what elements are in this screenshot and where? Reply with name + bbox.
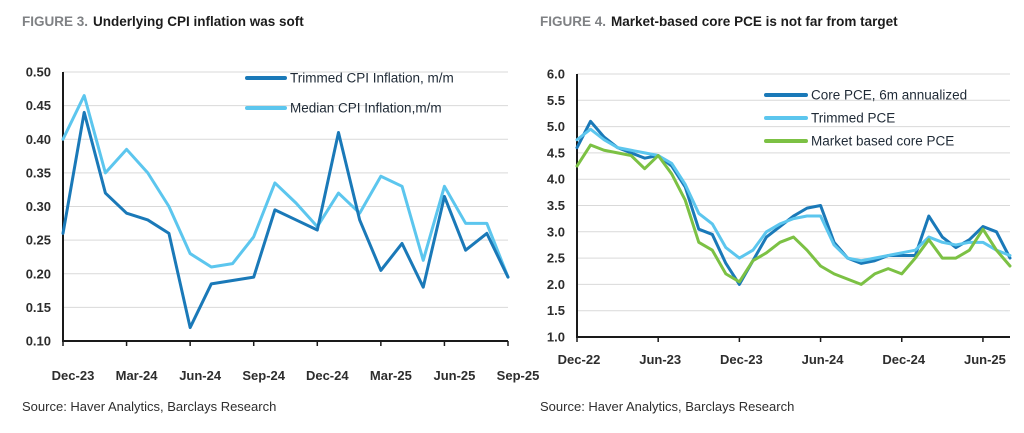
x-axis-tick-label: Mar-24 bbox=[116, 368, 159, 383]
y-axis-tick-label: 1.5 bbox=[547, 303, 565, 318]
series-line bbox=[61, 94, 510, 279]
series-line bbox=[575, 127, 1012, 263]
x-axis-tick-label: Sep-24 bbox=[242, 368, 285, 383]
x-axis-tick-label: Jun-25 bbox=[964, 352, 1006, 367]
y-axis-tick-label: 2.5 bbox=[547, 251, 565, 266]
figure4-label: FIGURE 4. bbox=[540, 14, 607, 29]
figure3-line-chart: 0.10 0.15 0.20 0.25 0.30 0.35 0.40 0.45 0.50 Dec-… bbox=[26, 65, 540, 384]
legend-label: Trimmed PCE bbox=[811, 111, 895, 126]
x-axis-tick-label: Mar-25 bbox=[370, 368, 412, 383]
y-axis-tick-label: 3.5 bbox=[547, 198, 565, 213]
figure4-source: Source: Haver Analytics, Barclays Resear… bbox=[540, 399, 795, 414]
y-axis-tick-label: 0.15 bbox=[26, 300, 51, 315]
figure4-title: FIGURE 4. Market-based core PCE is not fa… bbox=[540, 14, 898, 29]
legend-label: Core PCE, 6m annualized bbox=[811, 88, 967, 103]
series-line bbox=[575, 143, 1012, 286]
x-axis-tick-label: Dec-22 bbox=[558, 352, 601, 367]
x-axis-tick-label: Jun-25 bbox=[433, 368, 475, 383]
y-axis-tick-label: 6.0 bbox=[547, 67, 565, 82]
figure3-source: Source: Haver Analytics, Barclays Resear… bbox=[22, 399, 277, 414]
legend-label: Trimmed CPI Inflation, m/m bbox=[290, 71, 454, 86]
y-axis-tick-label: 0.35 bbox=[26, 165, 51, 180]
series-line bbox=[575, 119, 1012, 286]
y-axis-tick-label: 4.5 bbox=[547, 145, 565, 160]
figure3-label: FIGURE 3. bbox=[22, 14, 89, 29]
y-axis-tick-label: 5.5 bbox=[547, 93, 565, 108]
x-axis-tick-label: Dec-23 bbox=[52, 368, 95, 383]
y-axis-tick-label: 0.45 bbox=[26, 98, 51, 113]
series-line bbox=[61, 110, 510, 330]
y-axis-tick-label: 0.20 bbox=[26, 266, 51, 281]
legend-label: Market based core PCE bbox=[811, 134, 954, 149]
figure4-heading: Market-based core PCE is not far from ta… bbox=[611, 14, 898, 29]
x-axis-tick-label: Dec-24 bbox=[882, 352, 925, 367]
y-axis-tick-label: 1.0 bbox=[547, 330, 565, 345]
figure3-heading: Underlying CPI inflation was soft bbox=[93, 14, 304, 29]
y-axis-tick-label: 4.0 bbox=[547, 172, 565, 187]
figure3-title: FIGURE 3. Underlying CPI inflation was so… bbox=[22, 14, 304, 29]
y-axis-tick-label: 0.25 bbox=[26, 233, 51, 248]
x-axis-tick-label: Dec-24 bbox=[306, 368, 349, 383]
y-axis-tick-label: 0.10 bbox=[26, 334, 51, 349]
figure4-line-chart: 1.0 1.5 2.0 2.5 3.0 3.5 4.0 4.5 5.0 5.5 6.0 Dec-22 J… bbox=[547, 67, 1012, 367]
x-axis-tick-label: Dec-23 bbox=[720, 352, 763, 367]
x-axis-tick-label: Jun-24 bbox=[802, 352, 845, 367]
y-axis-tick-label: 0.40 bbox=[26, 132, 51, 147]
y-axis-tick-label: 2.0 bbox=[547, 277, 565, 292]
y-axis-tick-label: 3.0 bbox=[547, 224, 565, 239]
y-axis-tick-label: 0.50 bbox=[26, 65, 51, 80]
y-axis-tick-label: 5.0 bbox=[547, 119, 565, 134]
y-axis-tick-label: 0.30 bbox=[26, 199, 51, 214]
legend-label: Median CPI Inflation,m/m bbox=[290, 101, 442, 116]
x-axis-tick-label: Jun-23 bbox=[639, 352, 681, 367]
x-axis-tick-label: Sep-25 bbox=[497, 368, 540, 383]
x-axis-tick-label: Jun-24 bbox=[179, 368, 222, 383]
